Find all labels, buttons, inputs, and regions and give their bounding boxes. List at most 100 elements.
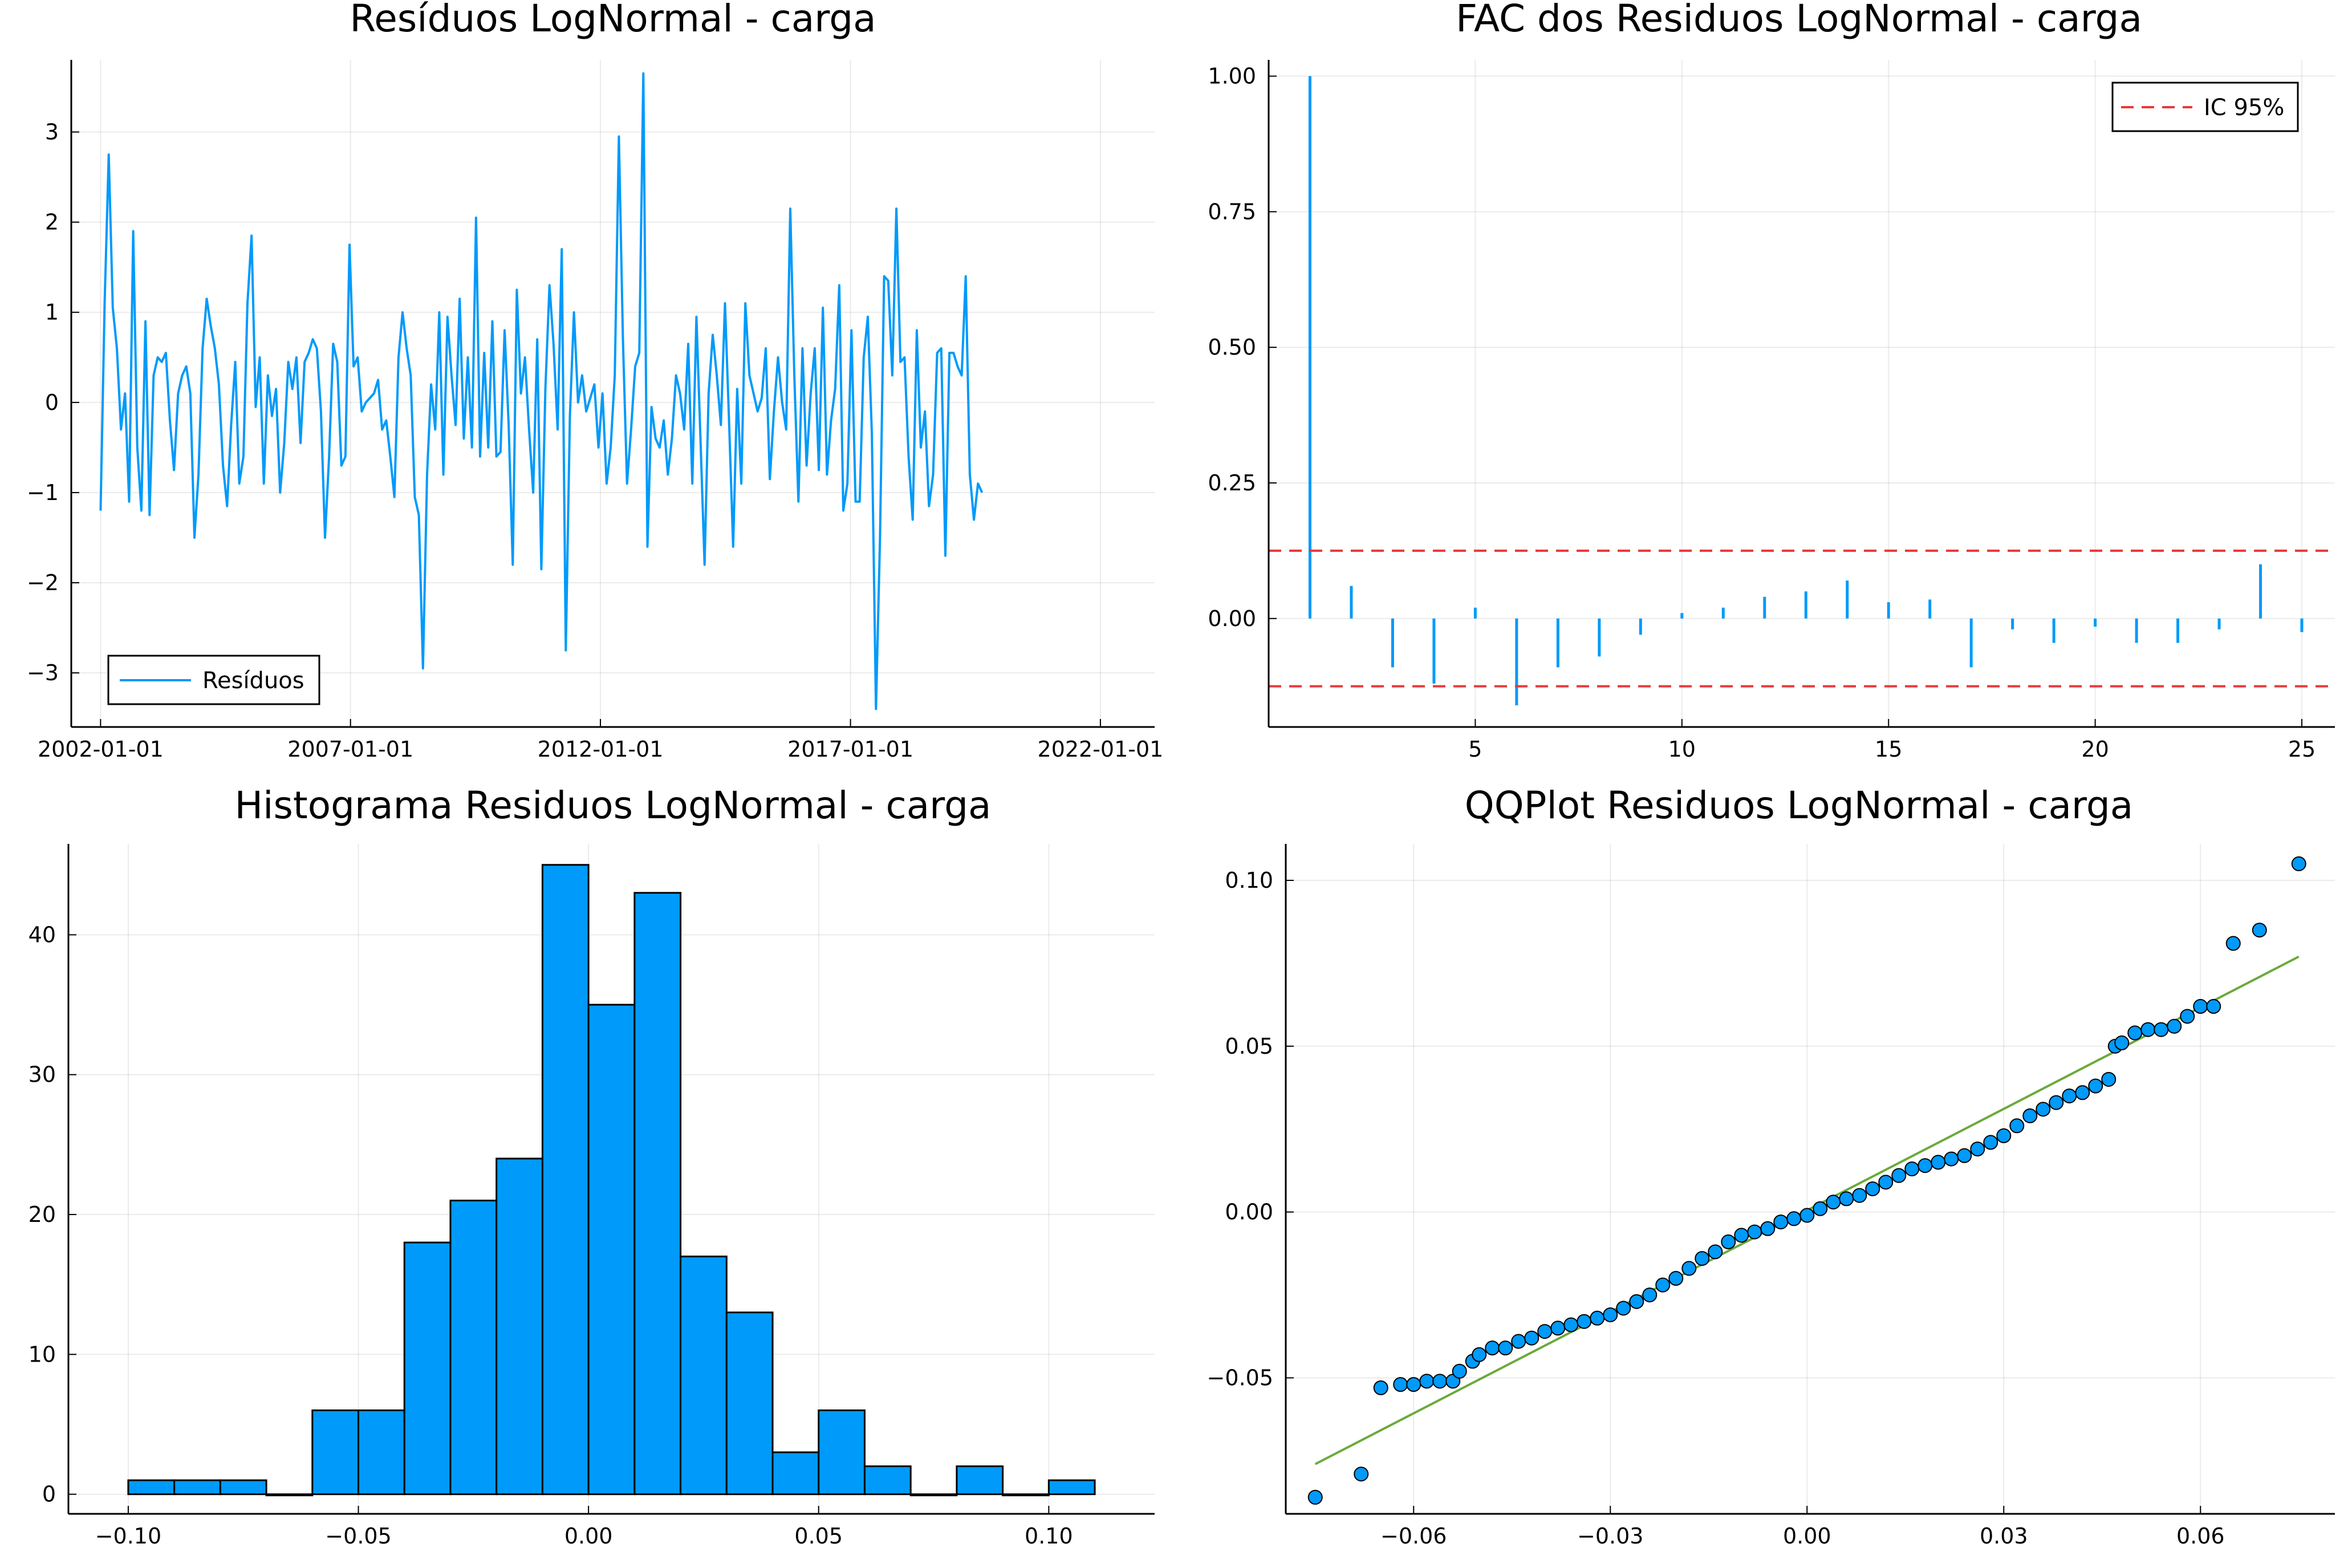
qqplot-point — [1603, 1307, 1618, 1322]
qqplot-y-tick-label: −0.05 — [1207, 1366, 1273, 1391]
residuals-y-tick-label: −2 — [27, 570, 59, 595]
qqplot-point — [1734, 1228, 1749, 1243]
qqplot-point — [1373, 1380, 1388, 1395]
qqplot-x-tick-label: 0.00 — [1783, 1524, 1831, 1549]
histogram-bin-bar — [173, 1479, 221, 1496]
qqplot-point — [1773, 1214, 1789, 1230]
qqplot-point — [1563, 1317, 1579, 1333]
qqplot-point — [2291, 856, 2306, 871]
qqplot-point — [1839, 1191, 1854, 1207]
qqplot-point — [2114, 1035, 2130, 1051]
qqplot-point — [1354, 1467, 1369, 1482]
acf-x-tick-label: 10 — [1668, 737, 1696, 762]
qqplot-point — [2101, 1071, 2117, 1087]
qqplot-point — [2062, 1088, 2077, 1104]
acf-legend[interactable]: IC 95% — [2111, 82, 2299, 132]
histogram-bin-bar — [219, 1479, 267, 1496]
qqplot-plot-area — [1307, 856, 2306, 1505]
acf-y-tick-label: 1.00 — [1208, 64, 1256, 89]
histogram-bin-bar — [541, 864, 590, 1496]
residuals-x-tick-label: 2017-01-01 — [787, 737, 913, 762]
acf-axes: 5 10 15 20 25 1.00 0.75 0.50 0.25 0.00 — [1208, 60, 2335, 762]
qqplot-point — [2140, 1022, 2156, 1037]
histogram-bin-bar — [633, 892, 682, 1496]
qqplot-axes: −0.06 −0.03 0.00 0.03 0.06 0.10 0.05 0.00 −0.05 — [1207, 844, 2335, 1549]
qqplot-point — [1537, 1324, 1553, 1339]
residuals-series-line — [99, 72, 984, 710]
qqplot-point — [1452, 1363, 1467, 1379]
residuals-x-tick-label: 2007-01-01 — [287, 737, 413, 762]
histogram-bin-bar — [587, 1004, 636, 1496]
histogram-bin-bar — [495, 1157, 543, 1496]
histogram-bin-bar — [680, 1256, 728, 1496]
qqplot-point — [2154, 1022, 2169, 1037]
histogram-y-tick-label: 20 — [29, 1202, 56, 1227]
qqplot-point — [1550, 1321, 1566, 1336]
acf-legend-label: IC 95% — [2204, 95, 2284, 121]
qqplot-point — [2193, 999, 2208, 1014]
qqplot-x-tick-label: 0.06 — [2176, 1524, 2225, 1549]
qqplot-x-tick-label: 0.03 — [1980, 1524, 2028, 1549]
qqplot-point — [1681, 1261, 1697, 1276]
acf-y-tick-label: 0.00 — [1208, 606, 1256, 631]
qqplot-point — [1642, 1287, 1658, 1303]
qqplot-point — [2252, 923, 2267, 938]
histogram-bin-bar — [818, 1409, 866, 1496]
histogram-bin-bar — [909, 1493, 958, 1497]
acf-x-tick-label: 5 — [1468, 737, 1482, 762]
qqplot-point — [2009, 1118, 2025, 1134]
residuals-legend[interactable]: Resíduos — [107, 655, 320, 705]
qqplot-point — [1708, 1244, 1723, 1260]
qqplot-point — [2180, 1009, 2195, 1024]
qqplot-point — [2049, 1095, 2064, 1110]
qqplot-x-tick-label: −0.06 — [1380, 1524, 1447, 1549]
qqplot-point — [2088, 1078, 2103, 1094]
qqplot-point — [1721, 1234, 1736, 1250]
histogram-bin-bar — [1002, 1493, 1050, 1497]
residuals-axes: 2002-01-01 2007-01-01 2012-01-01 2017-01-01… — [27, 60, 1163, 762]
qqplot-point — [1970, 1142, 1985, 1157]
acf-chart: FAC dos Residuos LogNormal - carga 5 10 15… — [1208, 0, 2335, 762]
qqplot-point — [1983, 1135, 1998, 1150]
qqplot-point — [1524, 1330, 1539, 1346]
residuals-x-tick-label: 2002-01-01 — [38, 737, 164, 762]
histogram-x-tick-label: 0.10 — [1025, 1524, 1073, 1549]
histogram-bin-bar — [311, 1409, 360, 1496]
qqplot-point — [1918, 1158, 1933, 1173]
qqplot-point — [2206, 999, 2221, 1014]
acf-x-tick-label: 20 — [2081, 737, 2109, 762]
qqplot-point — [1577, 1314, 1592, 1329]
acf-y-tick-label: 0.50 — [1208, 335, 1256, 360]
histogram-bin-bar — [449, 1200, 498, 1496]
qqplot-point — [2075, 1085, 2090, 1100]
qqplot-point — [1406, 1377, 1421, 1392]
residuals-y-tick-label: 0 — [45, 390, 59, 415]
qqplot-chart-title: QQPlot Residuos LogNormal - carga — [1465, 783, 2133, 827]
residuals-x-tick-label: 2022-01-01 — [1038, 737, 1164, 762]
histogram-bin-bar — [358, 1409, 405, 1496]
qqplot-point — [1511, 1334, 1526, 1349]
qqplot-point — [1852, 1188, 1867, 1203]
qqplot-point — [1931, 1155, 1946, 1170]
histogram-bin-bar — [771, 1451, 820, 1496]
residuals-plot-area — [99, 72, 984, 710]
qqplot-point — [1695, 1251, 1710, 1266]
residuals-y-tick-label: 2 — [45, 210, 59, 235]
qqplot-point — [1904, 1161, 1920, 1177]
qqplot-point — [1786, 1211, 1802, 1226]
qqplot-point — [1432, 1374, 1448, 1389]
residuals-timeseries-chart: Resíduos LogNormal - carga 2002-01-01 200… — [27, 0, 1163, 762]
acf-x-tick-label: 15 — [1875, 737, 1902, 762]
histogram-y-tick-label: 40 — [29, 922, 56, 947]
qqplot-point — [1957, 1148, 1972, 1163]
qqplot-point — [2036, 1102, 2051, 1117]
qqplot-point — [1485, 1340, 1500, 1356]
histogram-y-tick-label: 30 — [29, 1062, 56, 1087]
histogram-bin-bar — [265, 1493, 314, 1497]
acf-grid — [1269, 60, 2335, 727]
histogram-x-tick-label: −0.10 — [95, 1524, 161, 1549]
qqplot-y-tick-label: 0.00 — [1225, 1200, 1273, 1225]
residuals-y-tick-label: −3 — [27, 660, 59, 685]
histogram-x-tick-label: 0.00 — [564, 1524, 613, 1549]
